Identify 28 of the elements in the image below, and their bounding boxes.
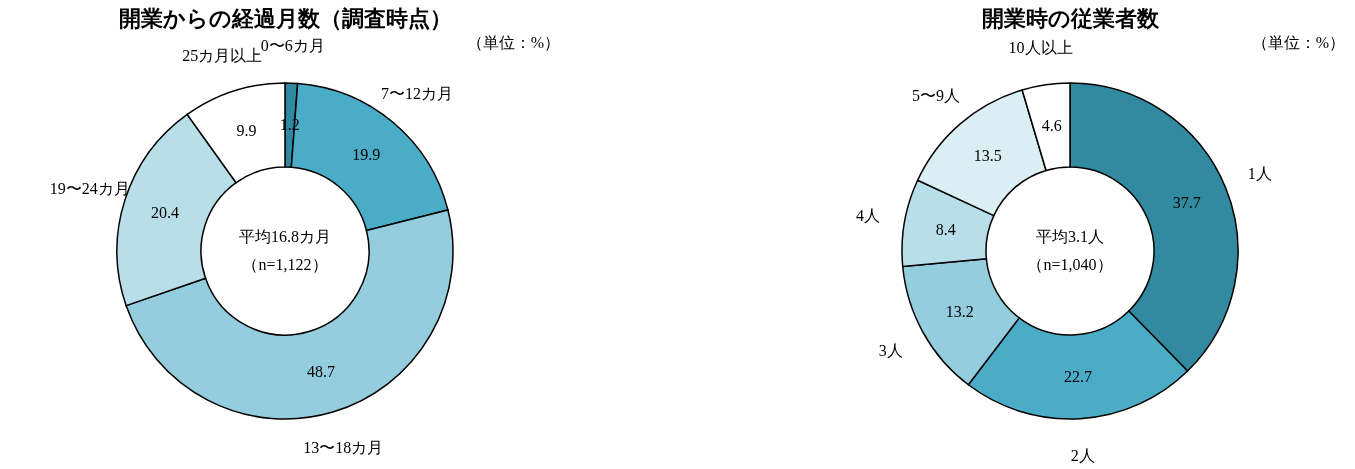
text: （単位：%） [466,34,560,51]
slice-label: 19〜24カ月 [49,179,130,197]
data-label: 13.2 [945,303,974,321]
slice-label: 0〜6カ月 [260,37,325,55]
slice-label: 7〜12カ月 [381,85,454,103]
slice-label: 5〜9人 [912,86,960,104]
data-label: 20.4 [150,203,179,221]
data-label: 9.9 [236,122,257,140]
data-label: 48.7 [306,362,335,380]
text: （n=1,040） [1027,256,1113,273]
text: （n=1,122） [242,256,328,273]
slice-label: 13〜18カ月 [303,438,384,456]
slice-label: 2人 [1070,446,1095,464]
chart-title: 開業からの経過月数（調査時点） [118,6,452,31]
slice-label: 10人以上 [1008,39,1073,57]
slice-label: 4人 [855,207,880,225]
slice-label: 3人 [878,341,903,359]
data-label: 37.7 [1172,194,1201,212]
data-label: 22.7 [1063,367,1092,385]
text: 平均16.8カ月 [239,228,331,245]
slice-label: 1人 [1247,164,1272,182]
chart-title: 開業時の従業者数 [981,6,1160,31]
data-label: 4.6 [1041,117,1062,135]
text: （単位：%） [1251,34,1345,51]
data-label: 13.5 [973,146,1002,164]
data-label: 19.9 [352,145,381,163]
data-label: 8.4 [935,220,956,238]
text: 平均3.1人 [1036,228,1104,245]
